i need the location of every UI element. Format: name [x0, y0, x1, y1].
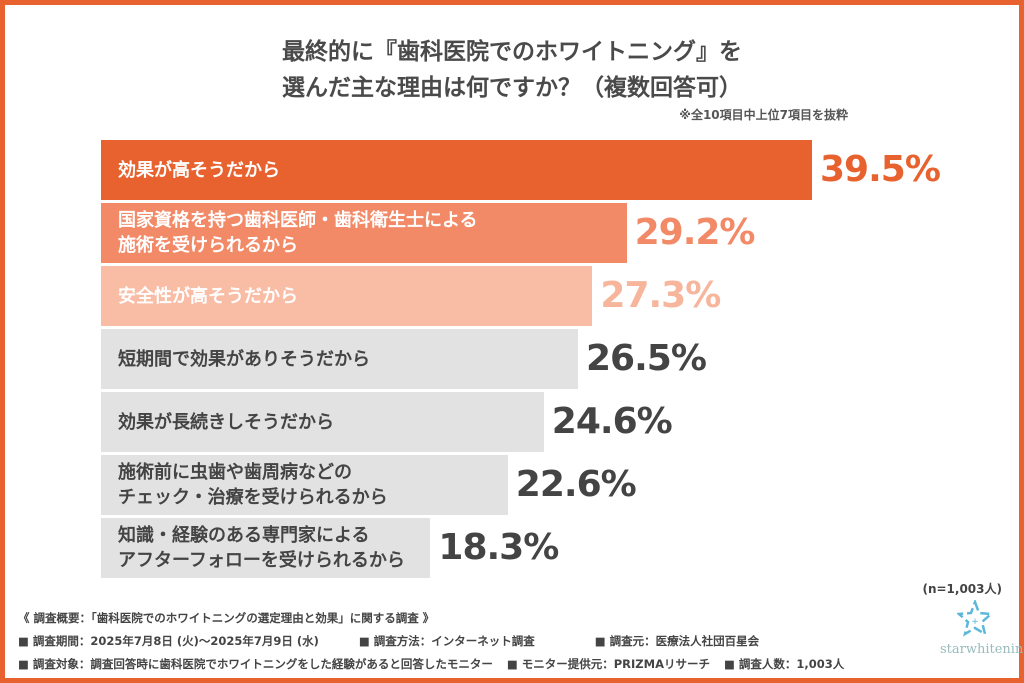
bar-label-line: 知識・経験のある専門家による [118, 525, 370, 546]
survey-target: ■ 調査対象：調査回答時に歯科医院でホワイトニングをした経験があると回答したモニ… [18, 657, 493, 671]
bar-label: 安全性が高そうだから [118, 266, 298, 326]
bar [101, 392, 544, 452]
logo-text: starwhitening [940, 642, 1024, 657]
bar-label: 効果が長続きしそうだから [118, 392, 334, 452]
bar-label-line: 短期間で効果がありそうだから [118, 348, 370, 370]
bar-label-line: アフターフォローを受けられるから [118, 550, 405, 571]
logo: + starwhitening [940, 598, 1024, 657]
bar-label-line: 施術を受けられるから [118, 235, 298, 256]
svg-text:+: + [971, 617, 979, 627]
survey-provider: ■ モニター提供元：PRIZMAリサーチ [506, 657, 710, 671]
value-label: 27.3% [600, 275, 721, 316]
survey-period: ■ 調査期間：2025年7月8日 (火)〜2025年7月9日 (水) [18, 634, 319, 648]
survey-summary: 《 調査概要：「歯科医院でのホワイトニングの選定理由と効果」に関する調査 》 [18, 611, 435, 625]
bar-label-line: 国家資格を持つ歯科医師・歯科衛生士による [118, 210, 478, 231]
bar-label-line: 施術前に虫歯や歯周病などの [118, 462, 352, 483]
value-label: 39.5% [820, 149, 941, 190]
bar [101, 455, 508, 515]
bar-chart: 効果が高そうだから 39.5% 国家資格を持つ歯科医師・歯科衛生士による 施術を受けら… [101, 140, 941, 578]
bar-label: 短期間で効果がありそうだから [118, 329, 370, 389]
value-label: 24.6% [551, 401, 673, 442]
survey-count: ■ 調査人数：1,003人 [724, 657, 845, 671]
value-label: 26.5% [586, 338, 707, 379]
bar-label: 施術前に虫歯や歯周病などのチェック・治療を受けられるから [118, 455, 388, 515]
bar-label-line: チェック・治療を受けられるから [118, 487, 388, 508]
bar-label: 知識・経験のある専門家によるアフターフォローを受けられるから [118, 518, 405, 578]
bar [101, 203, 627, 263]
chart-title-line1: 最終的に『歯科医院でのホワイトニング』を [282, 39, 742, 65]
bar-label: 効果が高そうだから [118, 140, 280, 200]
chart-note: ※全10項目中上位7項目を抜粋 [679, 108, 848, 122]
survey-line1: ■ 調査期間：2025年7月8日 (火)〜2025年7月9日 (水) ■ 調査方法… [18, 633, 799, 649]
bar-label-line: 効果が高そうだから [118, 159, 280, 181]
value-label: 29.2% [634, 212, 756, 253]
bar [101, 140, 812, 200]
bar-label-line: 安全性が高そうだから [118, 285, 298, 307]
bar-label: 国家資格を持つ歯科医師・歯科衛生士による 施術を受けられるから [118, 203, 477, 263]
bar-label-line: 効果が長続きしそうだから [118, 411, 334, 433]
star-logo-icon: + [955, 598, 995, 637]
survey-source: ■ 調査元：医療法人社団百星会 [594, 634, 760, 648]
bar [101, 329, 578, 389]
sample-size: (n=1,003人) [922, 582, 1002, 596]
survey-method: ■ 調査方法：インターネット調査 [358, 634, 535, 648]
bar [101, 518, 431, 578]
chart-title-line2: 選んだ主な理由は何ですか？（複数回答可） [282, 75, 742, 101]
value-label: 22.6% [515, 464, 637, 505]
bar [101, 266, 593, 326]
value-label: 18.3% [438, 527, 559, 568]
survey-line2: ■ 調査対象：調査回答時に歯科医院でホワイトニングをした経験があると回答したモニ… [18, 656, 884, 672]
